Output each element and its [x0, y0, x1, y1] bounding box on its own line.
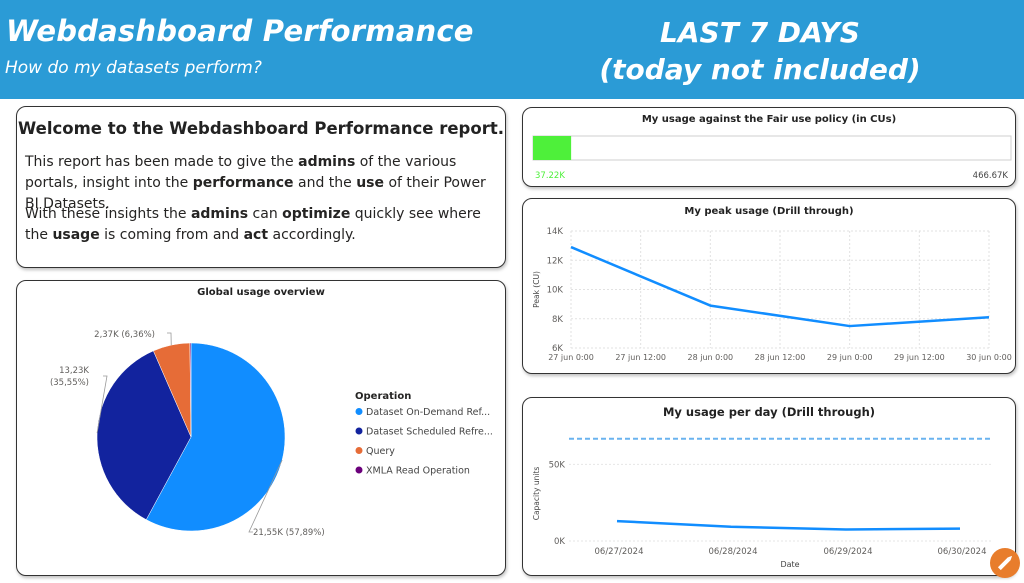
- gauge-max-label: 466.67K: [973, 171, 1009, 181]
- daily-chart-title: My usage per day (Drill through): [662, 405, 876, 419]
- page-title: Webdashboard Performance: [6, 14, 474, 48]
- pie-slice[interactable]: [189, 342, 192, 438]
- legend-marker: [355, 408, 363, 415]
- x-tick-label: 29 jun 0:00: [827, 353, 873, 362]
- pie-data-label: (35,55%): [50, 378, 89, 388]
- welcome-text-run: and the: [293, 175, 357, 191]
- peak-usage-card[interactable]: My peak usage (Drill through) 6K 8K 10K 12K…: [522, 198, 1016, 374]
- y-tick-label: 10K: [547, 286, 564, 296]
- welcome-text-run: of the various portals, insight into the: [25, 154, 457, 191]
- peak-series-line[interactable]: [570, 245, 990, 328]
- welcome-paragraph-2: With these insights the admins can optim…: [25, 204, 499, 246]
- welcome-text-run: use: [356, 175, 385, 191]
- y-tick-label: 14K: [547, 227, 564, 237]
- welcome-text-run: With these insights the: [25, 206, 191, 222]
- welcome-paragraph-1: This report has been made to give the ad…: [25, 152, 499, 215]
- y-axis-label: Peak (CU): [532, 271, 541, 308]
- gauge-track: [532, 135, 1012, 161]
- welcome-text-run: can: [248, 206, 283, 222]
- pie-leader-line: [167, 332, 172, 346]
- x-tick-label: 28 jun 12:00: [755, 353, 806, 362]
- pencil-icon: [997, 555, 1013, 571]
- fair-use-card[interactable]: My usage against the Fair use policy (in…: [522, 107, 1016, 187]
- welcome-text-run: admins: [190, 206, 249, 222]
- peak-line-chart[interactable]: 6K 8K 10K 12K 14K 27 jun 0:00 27 jun 12:00 28 j…: [523, 199, 1016, 374]
- welcome-text-run: accordingly.: [268, 227, 356, 243]
- period-line-1: LAST 7 DAYS: [660, 16, 860, 49]
- gauge-fill[interactable]: [533, 136, 572, 160]
- global-usage-card[interactable]: Global usage overview 21,55K (57,89%) 13,…: [16, 280, 506, 576]
- legend-marker: [355, 447, 363, 454]
- y-axis-label: Capacity units: [532, 467, 541, 521]
- usage-per-day-card[interactable]: My usage per day (Drill through) 0K 50K 06…: [522, 397, 1016, 576]
- y-tick-label: 8K: [552, 315, 563, 325]
- header-banner: Webdashboard Performance How do my datas…: [0, 0, 1024, 99]
- legend-marker: [355, 466, 363, 474]
- y-tick-label: 0K: [554, 537, 565, 547]
- x-tick-label: 27 jun 12:00: [615, 353, 666, 362]
- edit-button[interactable]: [990, 548, 1020, 578]
- x-tick-label: 28 jun 0:00: [688, 353, 734, 362]
- x-tick-label: 06/28/2024: [709, 547, 758, 557]
- pie-chart-title: Global usage overview: [197, 287, 325, 298]
- x-tick-label: 06/29/2024: [824, 547, 873, 557]
- legend-marker: [355, 427, 363, 435]
- legend-item: XMLA Read Operation: [366, 466, 470, 477]
- x-tick-label: 27 jun 0:00: [548, 353, 594, 362]
- y-tick-label: 12K: [547, 256, 564, 266]
- welcome-text-run: act: [243, 227, 269, 243]
- period-label: LAST 7 DAYS (today not included): [560, 14, 960, 88]
- welcome-text-run: usage: [52, 227, 100, 243]
- period-line-2: (today not included): [599, 53, 921, 86]
- daily-line-chart[interactable]: 0K 50K 06/27/2024 06/28/2024 06/29/2024 06/30…: [523, 398, 1016, 576]
- daily-series-line[interactable]: [616, 519, 961, 531]
- welcome-text-run: admins: [298, 154, 356, 170]
- legend-title: Operation: [355, 391, 411, 402]
- welcome-text-run: optimize: [282, 206, 351, 222]
- pie-data-label: 13,23K: [59, 366, 89, 376]
- pie-data-label: 21,55K (57,89%): [253, 528, 325, 538]
- x-tick-label: 30 jun 0:00: [966, 353, 1012, 362]
- pie-leader-line: [248, 459, 283, 533]
- welcome-text-run: performance: [192, 175, 294, 191]
- x-tick-label: 29 jun 12:00: [894, 353, 945, 362]
- x-tick-label: 06/27/2024: [595, 547, 644, 557]
- pie-slice[interactable]: [96, 350, 192, 520]
- x-axis-label: Date: [780, 560, 799, 569]
- fair-use-title: My usage against the Fair use policy (in…: [641, 114, 897, 125]
- x-tick-label: 06/30/2024: [938, 547, 987, 557]
- peak-chart-title: My peak usage (Drill through): [684, 206, 854, 217]
- pie-data-label: 2,37K (6,36%): [94, 330, 155, 340]
- welcome-text-run: This report has been made to give the: [25, 154, 299, 170]
- gauge-value-label: 37.22K: [535, 171, 565, 181]
- welcome-card: Welcome to the Webdashboard Performance …: [16, 106, 506, 268]
- welcome-text-run: is coming from and: [99, 227, 244, 243]
- legend-item: Dataset On-Demand Ref...: [366, 407, 490, 418]
- welcome-title: Welcome to the Webdashboard Performance …: [18, 119, 504, 138]
- page-subtitle: How do my datasets perform?: [5, 58, 262, 78]
- y-tick-label: 50K: [549, 460, 566, 470]
- welcome-text-run: quickly see where the: [25, 206, 481, 243]
- fair-use-gauge[interactable]: 37.22K 466.67K: [523, 108, 1016, 187]
- welcome-text-run: of their Power BI Datasets.: [25, 175, 486, 212]
- legend-item: Query: [366, 446, 395, 457]
- pie-chart[interactable]: 21,55K (57,89%) 13,23K (35,55%) 2,37K (6,36…: [17, 281, 506, 576]
- legend-item: Dataset Scheduled Refre...: [366, 427, 493, 438]
- pie-leader-line: [96, 375, 108, 434]
- y-tick-label: 6K: [552, 344, 563, 354]
